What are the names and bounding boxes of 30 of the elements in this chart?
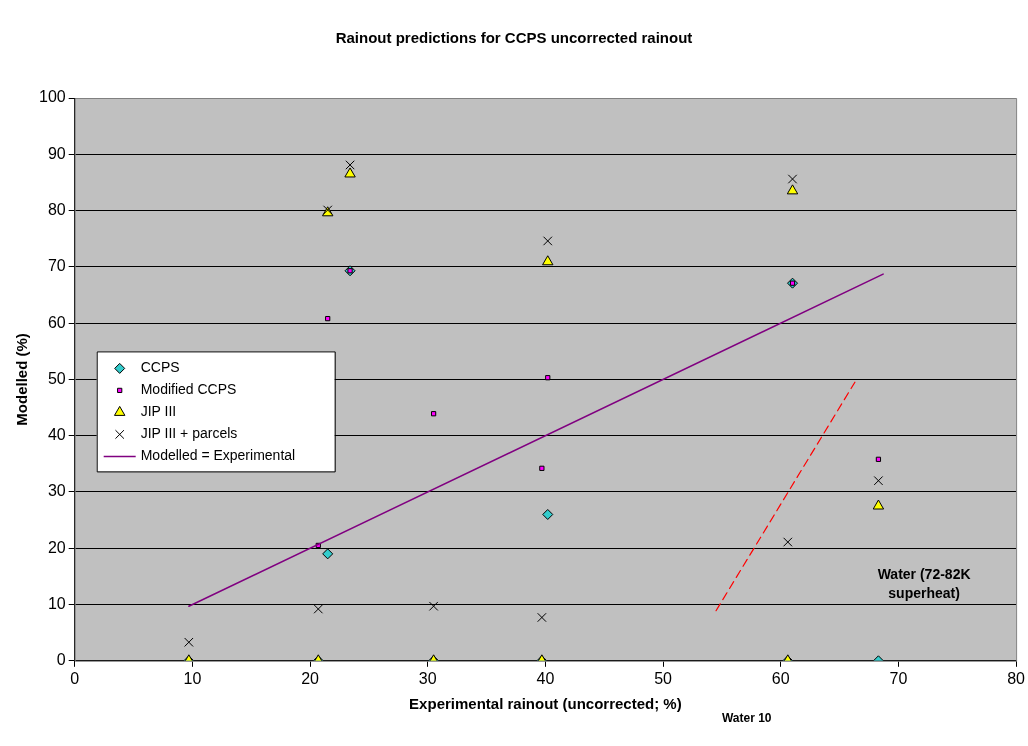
y-axis-title: Modelled (%) [13, 333, 31, 426]
legend-label: Modelled = Experimental [140, 447, 296, 464]
x-tick-label: 80 [1007, 669, 1026, 687]
y-tick-label: 10 [47, 594, 66, 612]
x-tick-label: 30 [418, 669, 437, 687]
y-tick-label: 30 [47, 482, 66, 500]
x-tick-label: 0 [70, 669, 80, 687]
y-tick-label: 60 [47, 313, 66, 331]
y-tick-label: 70 [47, 257, 66, 275]
x-tick-label: 40 [536, 669, 555, 687]
chart-title: Rainout predictions for CCPS uncorrected rainout [335, 29, 693, 47]
y-tick-label: 90 [47, 144, 66, 162]
legend-label: CCPS [140, 359, 180, 376]
x-tick-label: 10 [183, 669, 202, 687]
legend-label: JIP III + parcels [140, 425, 238, 442]
x-axis-title: Experimental rainout (uncorrected; %) [409, 695, 682, 713]
x-tick-label: 60 [771, 669, 790, 687]
y-tick-label: 50 [47, 369, 66, 387]
text: Water 10 [721, 711, 772, 726]
y-tick-label: 20 [47, 538, 66, 556]
y-tick-label: 100 [38, 88, 66, 106]
x-tick-label: 50 [654, 669, 673, 687]
y-tick-label: 0 [56, 651, 66, 669]
x-tick-label: 20 [301, 669, 320, 687]
y-tick-label: 40 [47, 426, 66, 444]
legend-label: JIP III [140, 403, 177, 420]
x-tick-label: 70 [889, 669, 908, 687]
y-tick-label: 80 [47, 200, 66, 218]
annotation: Water (72-82K superheat) [877, 565, 971, 601]
legend-label: Modified CCPS [140, 381, 237, 398]
